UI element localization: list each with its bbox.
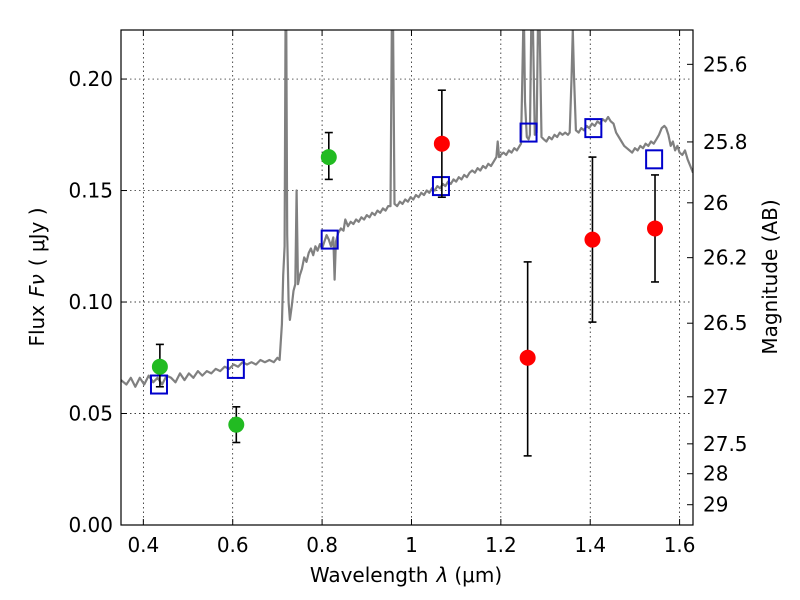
x-tick-label: 0.6: [217, 533, 249, 557]
x-tick-label: 1.4: [574, 533, 606, 557]
x-axis-symbol: λ: [436, 563, 449, 587]
x-tick-label: 1.6: [664, 533, 696, 557]
x-tick-label: 0.4: [127, 533, 159, 557]
y2-tick-label: 27.5: [703, 432, 748, 456]
x-axis-label: Wavelength: [310, 563, 429, 587]
y2-tick-label: 25.8: [703, 130, 748, 154]
axis-ticks: 0.4 0.6 0.8 1 1.2 1.4 1.6 0.00 0.05 0.10 0.15 0.20 2…: [68, 30, 748, 557]
plot-area: [121, 30, 693, 457]
y2-tick-label: 25.6: [703, 52, 748, 76]
y2-tick-label: 26.5: [703, 311, 748, 335]
x-tick-label: 1: [405, 533, 418, 557]
plot-frame: [120, 29, 694, 526]
x-axis-title: Wavelength λ (μm): [310, 563, 502, 587]
y-axis-label: Flux: [25, 305, 49, 347]
y-tick-label: 0.20: [68, 67, 113, 91]
model-photometry-point: [645, 149, 664, 170]
observed-point: [151, 358, 168, 375]
observed-point: [433, 135, 450, 152]
observed-point: [584, 231, 601, 248]
y-tick-label: 0.00: [68, 513, 113, 537]
y-tick-label: 0.05: [68, 402, 113, 426]
y2-tick-label: 29: [703, 493, 728, 517]
observed-point: [519, 349, 536, 366]
observed-point: [228, 416, 245, 433]
y-axis-title: Flux Fν ( μJy ): [25, 207, 49, 346]
x-axis-unit: (μm): [454, 563, 502, 587]
model-photometry-point: [320, 229, 339, 250]
model-photometry-point: [519, 122, 538, 143]
y2-tick-label: 26.2: [703, 246, 748, 270]
model-photometry-point: [431, 176, 450, 197]
y2-tick-label: 26: [703, 191, 728, 215]
y-tick-label: 0.15: [68, 179, 113, 203]
y2-tick-label: 27: [703, 385, 728, 409]
y-axis-unit: ( μJy ): [25, 207, 49, 266]
model-photometry-point: [584, 118, 603, 139]
observed-point: [320, 149, 337, 166]
y2-axis-title: Magnitude (AB): [758, 199, 782, 354]
model-photometry-point: [149, 374, 168, 395]
y-axis-symbol: Fν: [25, 274, 49, 297]
y-tick-label: 0.10: [68, 290, 113, 314]
x-tick-label: 0.8: [306, 533, 338, 557]
y2-tick-label: 28: [703, 462, 728, 486]
grid: [121, 30, 693, 526]
model-photometry-point: [226, 358, 245, 379]
x-tick-label: 1.2: [485, 533, 517, 557]
observed-point: [647, 220, 664, 237]
